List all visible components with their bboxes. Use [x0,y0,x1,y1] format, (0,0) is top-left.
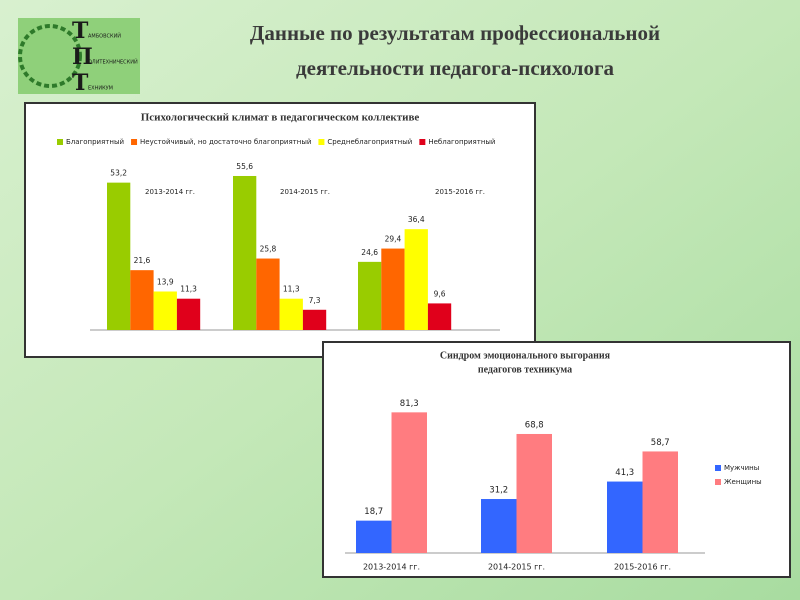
legend-label: Неустойчивый, но достаточно благоприятны… [140,138,311,146]
category-label: 2013-2014 гг. [145,188,195,196]
data-label: 31,2 [489,486,508,496]
legend-label: Женщины [724,478,762,486]
data-label: 68,8 [525,420,544,430]
legend-swatch [57,139,63,145]
data-label: 18,7 [364,507,383,517]
bar [356,520,392,553]
bar [176,298,201,330]
legend-swatch [715,465,721,471]
legend-label: Среднеблагоприятный [327,138,412,146]
data-label: 58,7 [651,438,670,448]
bar [358,261,382,330]
data-label: 21,6 [134,256,151,265]
data-label: 13,9 [157,277,174,286]
legend-label: Неблагоприятный [428,138,495,146]
data-label: 81,3 [400,399,419,409]
logo-letter: Т [72,70,89,96]
legend-swatch [131,139,138,145]
data-label: 36,4 [408,215,425,224]
category-label: 2013-2014 гг. [363,563,420,572]
data-label: 53,2 [110,169,127,178]
bar [130,270,154,330]
bar [427,303,452,330]
bar [391,412,427,553]
data-label: 24,6 [361,248,378,257]
bar [256,258,280,330]
slide-title: Данные по результатам профессиональной [250,21,660,45]
bar [642,451,678,553]
bar [233,175,257,330]
legend-swatch [715,479,721,485]
legend-swatch [419,139,426,145]
data-label: 11,3 [180,285,197,294]
bar [302,309,327,330]
bar [279,298,303,330]
logo-letter: Т [72,18,89,44]
logo-letter: П [72,44,93,70]
legend-label: Благоприятный [66,138,124,146]
bar [607,481,643,553]
category-label: 2014-2015 гг. [488,563,545,572]
bar [404,229,428,330]
bar [481,499,517,553]
data-label: 25,8 [260,245,277,254]
chart-title: педагогов техникума [478,364,572,375]
data-label: 7,3 [309,296,321,305]
data-label: 29,4 [385,235,402,244]
chart-title: Психологический климат в педагогическом … [141,112,420,124]
data-label: 55,6 [236,162,253,171]
logo-word: ЕХНИКУМ [88,86,113,92]
logo-word: ОЛИТЕХНИЧЕСКИЙ [88,59,138,66]
category-label: 2015-2016 гг. [614,563,671,572]
bar [153,291,177,330]
chart-title: Синдром эмоционального выгорания [440,350,611,361]
bar [107,182,131,330]
legend-label: Мужчины [724,464,759,472]
logo: Т П Т АМБОВСКИЙ ОЛИТЕХНИЧЕСКИЙ ЕХНИКУМ [18,18,140,96]
legend-swatch [318,139,325,145]
category-label: 2015-2016 гг. [435,188,485,196]
logo-gear [18,24,82,88]
category-label: 2014-2015 гг. [280,188,330,196]
bar [516,433,552,553]
data-label: 9,6 [434,289,446,298]
bar [381,248,405,330]
data-label: 11,3 [283,285,300,294]
slide-title: деятельности педагога-психолога [296,56,614,80]
logo-word: АМБОВСКИЙ [88,33,121,40]
data-label: 41,3 [615,468,634,478]
